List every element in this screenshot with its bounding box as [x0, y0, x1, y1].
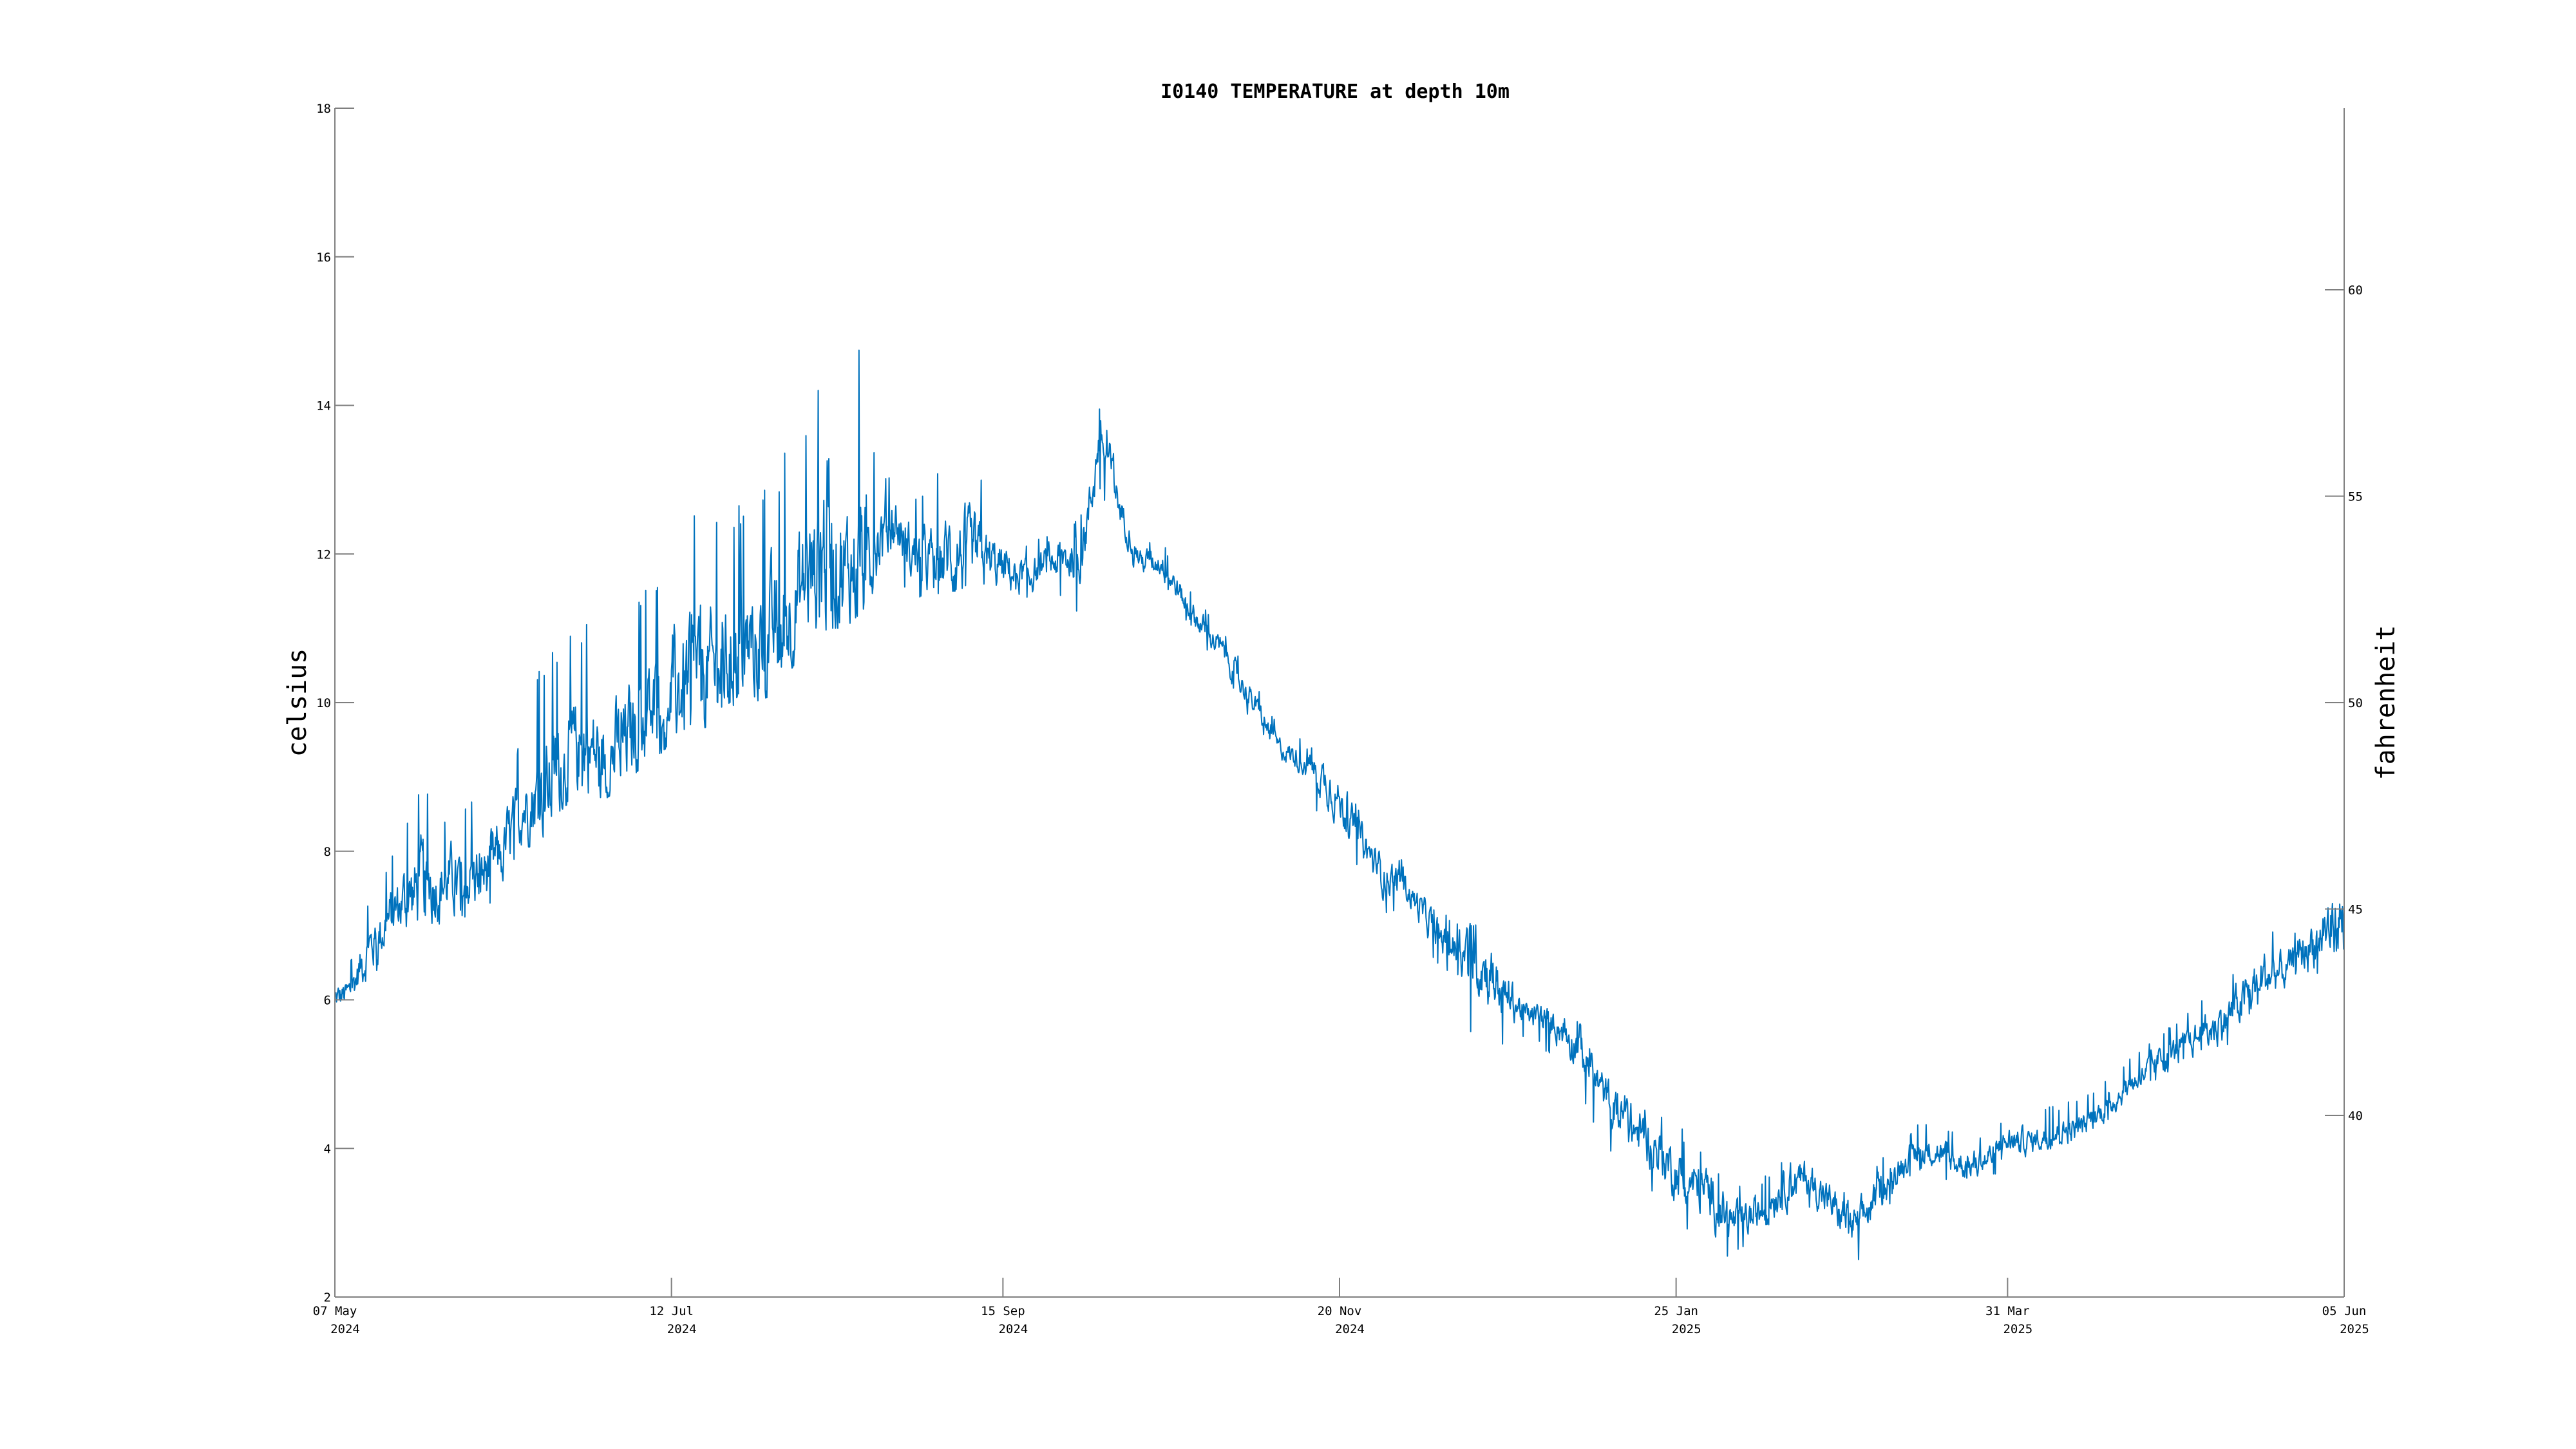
plot-area — [335, 108, 2344, 1297]
x-tick-year-label: 2025 — [2340, 1322, 2369, 1336]
y2-axis-label: fahrenheit — [2371, 625, 2401, 781]
x-tick-label: 20 Nov — [1318, 1304, 1362, 1318]
y-tick-label: 16 — [316, 251, 331, 265]
x-tick-label: 12 Jul — [649, 1304, 694, 1318]
y-axis-label: celsius — [283, 649, 312, 757]
x-tick-label: 31 Mar — [1985, 1304, 2030, 1318]
temperature-series-line — [334, 349, 2345, 1260]
right-y-axis-ticks: 40 45 50 55 60 — [2325, 283, 2363, 1123]
x-tick-year-label: 2025 — [2003, 1322, 2032, 1336]
x-axis-ticks: 07 May 2024 12 Jul 2024 15 Sep 2024 20 Nov 2024… — [313, 1278, 2369, 1336]
y-tick-label: 12 — [316, 547, 331, 562]
x-tick-label: 15 Sep — [981, 1304, 1025, 1318]
y-tick-label: 4 — [324, 1142, 331, 1156]
y-tick-label: 8 — [324, 845, 331, 859]
y-tick-label: 14 — [316, 399, 331, 413]
x-tick-label: 25 Jan — [1654, 1304, 1698, 1318]
x-tick-label: 07 May — [313, 1304, 357, 1318]
chart-title: I0140 TEMPERATURE at depth 10m — [1160, 80, 1510, 103]
y-tick-label: 10 — [316, 696, 331, 710]
x-tick-year-label: 2024 — [1335, 1322, 1365, 1336]
y2-tick-label: 45 — [2348, 902, 2363, 916]
y2-tick-label: 60 — [2348, 283, 2363, 298]
y2-tick-label: 50 — [2348, 696, 2363, 710]
left-y-axis-ticks: 2 4 6 8 10 12 14 16 18 — [316, 102, 354, 1305]
x-tick-year-label: 2024 — [667, 1322, 697, 1336]
y2-tick-label: 55 — [2348, 490, 2363, 504]
x-tick-year-label: 2025 — [1672, 1322, 1701, 1336]
y-tick-label: 2 — [324, 1291, 331, 1305]
series-layer — [334, 349, 2345, 1260]
y-tick-label: 18 — [316, 102, 331, 116]
y-tick-label: 6 — [324, 994, 331, 1008]
x-tick-year-label: 2024 — [330, 1322, 360, 1336]
x-tick-label: 05 Jun — [2322, 1304, 2367, 1318]
x-tick-year-label: 2024 — [998, 1322, 1028, 1336]
y2-tick-label: 40 — [2348, 1109, 2363, 1123]
